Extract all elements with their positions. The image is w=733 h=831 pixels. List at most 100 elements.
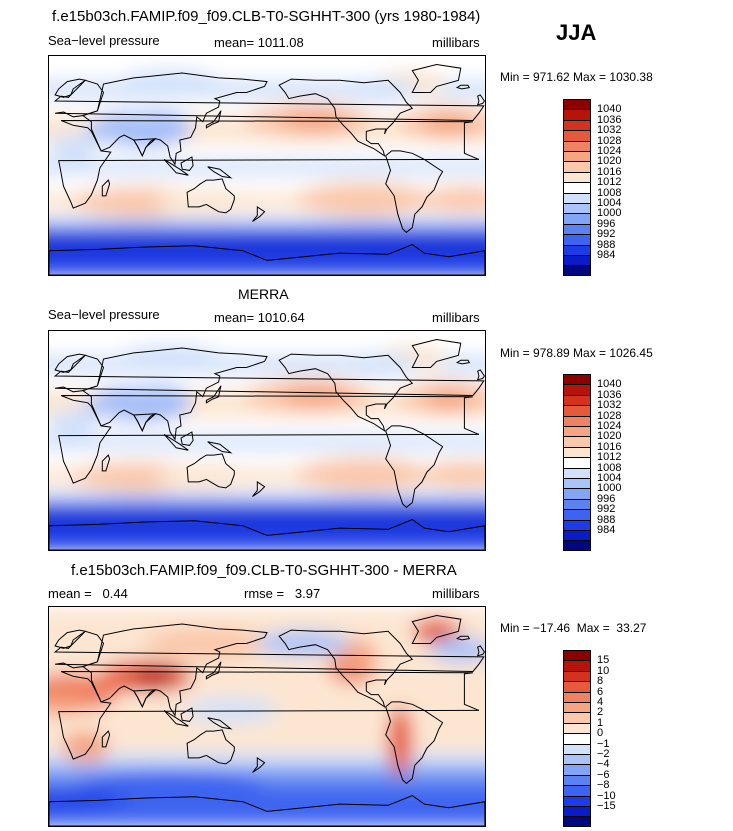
coastline-southamerica <box>385 701 444 785</box>
colorbar-tick-label: 1020 <box>597 430 622 443</box>
colorbar-box <box>563 806 591 817</box>
coastline-australia <box>186 729 235 765</box>
colorbar-box <box>563 457 591 469</box>
colorbar-box <box>563 119 591 131</box>
pressure-blob <box>49 408 99 436</box>
colorbar-box <box>563 774 591 786</box>
panel1-title: f.e15b03ch.FAMIP.f09_f09.CLB-T0-SGHHT-30… <box>52 8 481 25</box>
panel1-map <box>48 55 486 276</box>
latitude-band <box>49 418 485 435</box>
coastline-asia <box>81 623 268 717</box>
colorbar-tick-label: 988 <box>597 513 616 526</box>
pressure-blob <box>419 460 485 489</box>
anomaly-blob <box>387 706 413 776</box>
pressure-blob <box>281 110 350 131</box>
panel1-units-label: millibars <box>432 35 480 50</box>
coastline-newzealand <box>252 205 266 222</box>
colorbar-box <box>563 140 591 152</box>
colorbar-tick-label: 1008 <box>597 461 622 474</box>
pressure-blob <box>333 353 419 377</box>
colorbar-box <box>563 816 591 828</box>
anomaly-blob <box>61 731 109 763</box>
pressure-blob <box>281 385 350 406</box>
colorbar-box <box>563 519 591 531</box>
colorbar-box <box>563 265 591 277</box>
colorbar-tick-label: 1032 <box>597 124 622 137</box>
colorbar-tick-label: 1000 <box>597 207 622 220</box>
coastline-newzealand <box>252 756 266 773</box>
coastline-scandinavia <box>54 78 87 98</box>
colorbar-tick-label: 6 <box>597 685 604 698</box>
colorbar-box <box>563 99 591 110</box>
colorbar-box <box>563 446 591 458</box>
panel2-map <box>48 330 486 551</box>
colorbar-tick-label: 1036 <box>597 388 622 401</box>
colorbar-box <box>563 436 591 448</box>
colorbar-tick-label: −10 <box>597 789 616 802</box>
colorbar-box <box>563 498 591 510</box>
panel1-colorbar: 1040 1036 1032 1028 1024 1020 1016 1012 1008 1004… <box>563 99 633 277</box>
colorbar-box <box>563 192 591 204</box>
colorbar-tick-label: 4 <box>597 696 604 708</box>
coastline-iceland <box>455 359 471 365</box>
colorbar-box <box>563 743 591 755</box>
coastline-iceland <box>455 84 471 90</box>
coastline-india_penin <box>132 413 156 432</box>
colorbar-tick-label: 988 <box>597 238 616 251</box>
pressure-blob <box>155 188 258 216</box>
colorbar-box <box>563 488 591 500</box>
coastline-greenland <box>411 338 462 368</box>
anomaly-blob <box>256 630 351 657</box>
coastline-borneo <box>180 431 194 446</box>
colorbar-box <box>563 712 591 724</box>
panel3-units-label: millibars <box>432 586 480 601</box>
coastline-uk <box>476 369 485 381</box>
colorbar-box <box>563 213 591 225</box>
coastline-asia <box>81 347 268 441</box>
colorbar-tick-label: 984 <box>597 524 616 536</box>
latitude-band <box>49 753 485 766</box>
colorbar-tick-label: 0 <box>597 727 604 740</box>
panel1-mean-label: mean= 1011.08 <box>214 35 304 50</box>
colorbar-box <box>563 244 591 256</box>
coastline-asia <box>81 72 268 166</box>
anomaly-blob <box>133 666 178 686</box>
colorbar-box <box>563 374 591 385</box>
colorbar-box <box>563 426 591 437</box>
colorbar-box <box>563 109 591 121</box>
colorbar-box <box>563 670 591 682</box>
colorbar-tick-label: 1024 <box>597 420 622 432</box>
colorbar-tick-label: 996 <box>597 492 616 505</box>
coastline-northamerica <box>278 353 414 432</box>
colorbar-box <box>563 151 591 162</box>
colorbar-box <box>563 530 591 541</box>
latitude-band <box>49 143 485 160</box>
coastline-uk <box>476 94 485 106</box>
colorbar-tick-label: 1036 <box>597 113 622 126</box>
coastline-africa <box>58 671 480 760</box>
colorbar-tick-label: −15 <box>597 800 616 812</box>
panel2-colorbar: 1040 1036 1032 1028 1024 1020 1016 1012 1008 1004… <box>563 374 633 552</box>
coastline-indonesia <box>163 709 189 727</box>
colorbar-box <box>563 650 591 661</box>
coastline-madagascar <box>101 179 111 197</box>
colorbar-box <box>563 255 591 266</box>
colorbar-box <box>563 785 591 797</box>
pressure-blob <box>296 457 432 492</box>
colorbar-tick-label: 1028 <box>597 409 622 422</box>
panel2-variable-label: Sea−level pressure <box>48 307 160 322</box>
anomaly-blob <box>412 618 461 644</box>
coastlines <box>49 338 485 550</box>
colorbar-box <box>563 171 591 183</box>
colorbar-tick-label: 1020 <box>597 155 622 168</box>
coastline-antarctica <box>49 795 485 826</box>
colorbar-box <box>563 223 591 235</box>
colorbar-tick-label: −8 <box>597 779 610 792</box>
colorbar-box <box>563 405 591 417</box>
coastline-africa <box>58 395 480 484</box>
latitude-band <box>49 159 485 176</box>
colorbar-tick-label: 984 <box>597 249 616 261</box>
latitude-band <box>49 507 485 514</box>
coastline-southamerica <box>385 425 444 509</box>
latitude-band <box>49 486 485 495</box>
